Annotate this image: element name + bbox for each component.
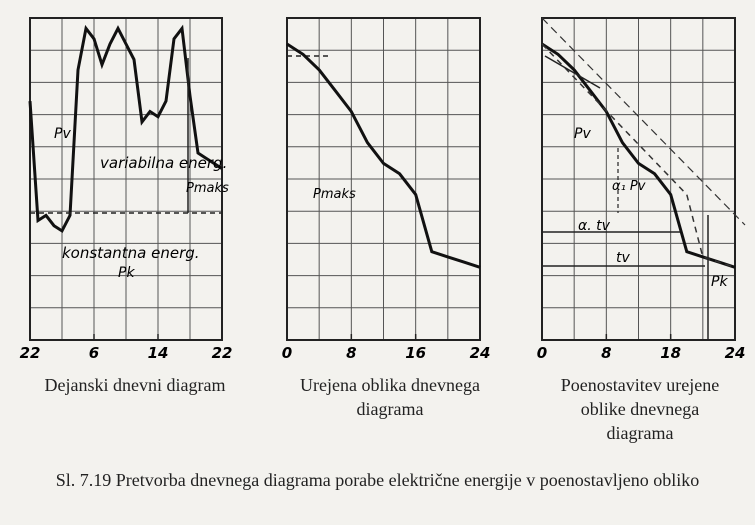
caption-3-line-2: oblike dnevnega: [580, 399, 700, 419]
x-tick-label: 24: [725, 344, 746, 362]
chart-1-label-pmaks: Pmaks: [186, 181, 229, 196]
x-tick-label: 6: [89, 344, 99, 362]
figure-caption: Sl. 7.19 Pretvorba dnevnega diagrama por…: [55, 470, 700, 490]
chart-3-x-ticks: 0 8 18 24: [537, 334, 746, 362]
x-tick-label: 8: [601, 344, 611, 362]
chart-2-x-ticks: 0 8 16 24: [282, 334, 491, 362]
chart-2-label-pmaks: Pmaks: [313, 187, 356, 202]
x-tick-label: 0: [282, 344, 292, 362]
chart-panel-3: 0 8 18 24 Pv α₁ Pv α. tv tv Pk: [537, 17, 746, 362]
chart-3-label-alpha-pv: α₁ Pv: [612, 179, 646, 194]
caption-3-line-3: diagrama: [606, 423, 674, 443]
charts-area: 22 6 14 22 Pv variabilna energ. Pmaks konst…: [20, 17, 746, 362]
chart-1-label-pk: Pk: [118, 265, 135, 281]
chart-2-series-line: [286, 42, 481, 269]
x-tick-label: 8: [346, 344, 356, 362]
chart-2-grid: [287, 18, 480, 340]
chart-1-label-constant: konstantna energ.: [62, 244, 200, 262]
chart-3-grid: [542, 18, 735, 340]
chart-3-label-tv: tv: [616, 250, 630, 266]
chart-1-label-variable: variabilna energ.: [100, 154, 227, 172]
x-tick-label: 14: [148, 344, 169, 362]
chart-3-label-alpha-tv: α. tv: [578, 218, 611, 234]
x-tick-label: 0: [537, 344, 547, 362]
chart-3-frame: [541, 17, 736, 341]
caption-simplified-diagram: Poenostavitev urejene oblike dnevnega di…: [525, 373, 755, 445]
chart-3-label-pk: Pk: [711, 274, 728, 290]
caption-2-line-1: Urejena oblika dnevnega: [300, 375, 480, 395]
chart-3-arrow-upper: [544, 55, 601, 89]
x-tick-label: 22: [20, 344, 41, 362]
caption-2-line-2: diagrama: [356, 399, 424, 419]
chart-1-x-ticks: 22 6 14 22: [20, 334, 233, 362]
chart-3-series-line: [541, 42, 736, 269]
chart-1-label-pv: Pv: [54, 126, 71, 142]
chart-panel-1: 22 6 14 22 Pv variabilna energ. Pmaks konst…: [20, 17, 233, 362]
caption-ordered-diagram: Urejena oblika dnevnega diagrama: [275, 373, 505, 421]
chart-3-simplified-line: [541, 43, 736, 269]
caption-actual-diagram: Dejanski dnevni diagram: [15, 373, 255, 397]
chart-3-label-pv: Pv: [574, 126, 591, 142]
chart-2-frame: [286, 17, 481, 341]
chart-1-frame: [29, 17, 223, 341]
chart-panel-2: 0 8 16 24 Pmaks: [282, 17, 491, 362]
x-tick-label: 22: [212, 344, 233, 362]
caption-1-line-1: Dejanski dnevni diagram: [44, 375, 226, 395]
x-tick-label: 24: [470, 344, 491, 362]
chart-1-series-line: [28, 24, 223, 234]
caption-3-line-1: Poenostavitev urejene: [560, 375, 720, 395]
chart-3-tangent-line: [541, 17, 746, 226]
chart-1-grid: [30, 18, 222, 340]
x-tick-label: 18: [660, 344, 681, 362]
x-tick-label: 16: [405, 344, 426, 362]
